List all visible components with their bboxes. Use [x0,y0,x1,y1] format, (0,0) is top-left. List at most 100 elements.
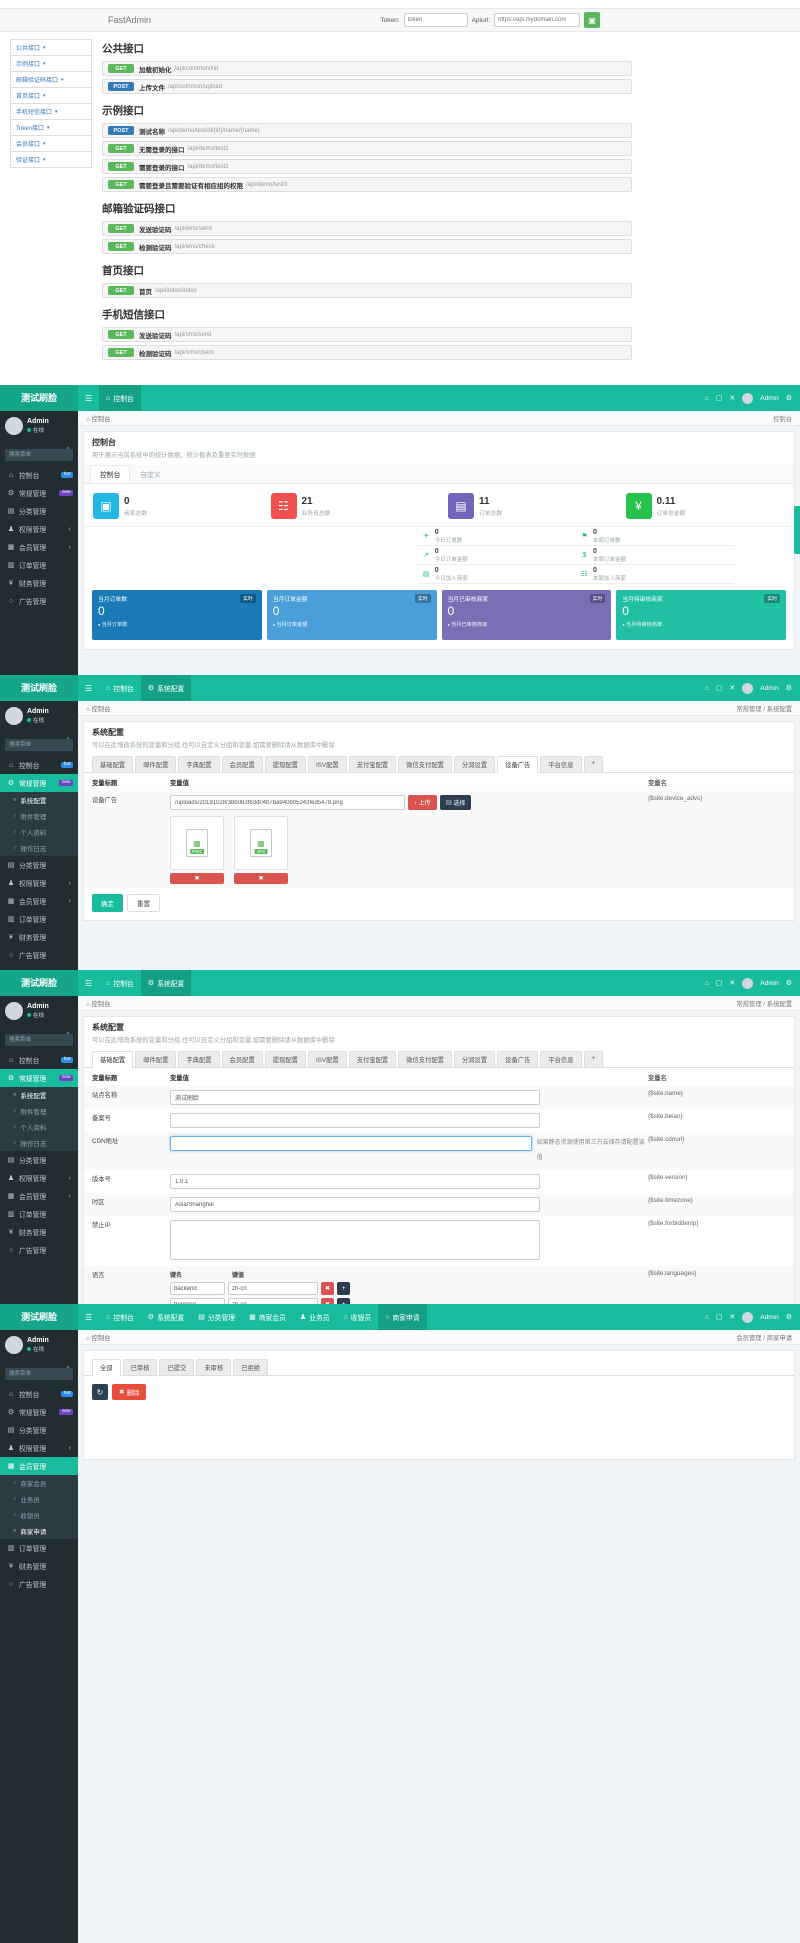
sidebar-item[interactable]: ○ 广告管理 [0,1241,78,1259]
user-avatar[interactable] [742,1311,754,1323]
config-tab[interactable]: 微信支付配置 [398,1051,452,1068]
api-menu-item[interactable]: 首页接口 ▾ [11,88,91,104]
user-menu[interactable]: Admin [760,684,779,692]
brand-logo[interactable]: 测试刷脸 [0,385,78,411]
brand-logo[interactable]: 测试刷脸 [0,970,78,996]
sidebar-item[interactable]: ▥ 订单管理 [0,556,78,574]
kv-value-input[interactable] [228,1298,318,1304]
sidebar-subitem[interactable]: ○ 操作日志 [0,1135,78,1151]
sidebar-subitem[interactable]: ○ 系统配置 [0,1087,78,1103]
sidebar-item[interactable]: ▥ 订单管理 [0,1205,78,1223]
filter-tab[interactable]: 全部 [92,1359,121,1376]
sidebar-item[interactable]: ♟ 权限管理 ‹ [0,520,78,538]
search-icon[interactable]: ⌕ [66,735,70,742]
topnav-tab[interactable]: ⌂ 控制台 [99,675,141,701]
config-tab[interactable]: 提现配置 [264,756,306,773]
sidebar-subitem[interactable]: ○ 收银员 [0,1507,78,1523]
api-menu-item[interactable]: 邮箱验证码接口 ▾ [11,72,91,88]
sidebar-subitem[interactable]: ○ 附件管理 [0,808,78,824]
add-row-button[interactable]: + [337,1282,350,1295]
menu-toggle-icon[interactable]: ☰ [85,683,93,693]
sidebar-item[interactable]: ▦ 会员管理 ‹ [0,892,78,910]
sidebar-item[interactable]: ⚙ 常规管理 new [0,1403,78,1421]
api-endpoint-row[interactable]: POST 上传文件 /api/common/upload [102,79,632,94]
choose-button[interactable]: ▤ 选择 [439,795,472,810]
config-tab[interactable]: 字典配置 [178,1051,220,1068]
config-tab[interactable]: + [583,1051,604,1068]
api-endpoint-row[interactable]: GET 检测验证码 /api/sms/check [102,345,632,360]
settings-icon[interactable]: ⚙ [785,1314,792,1321]
add-row-button[interactable]: + [337,1298,350,1304]
sidebar-item[interactable]: ¥ 财务管理 [0,928,78,946]
right-edge-widget[interactable] [794,506,800,554]
sidebar-user[interactable]: Admin 在线 [0,996,78,1026]
upload-button[interactable]: ↑ 上传 [408,795,437,810]
settings-icon[interactable]: ⚙ [785,980,792,987]
sidebar-item[interactable]: ○ 广告管理 [0,1575,78,1593]
kv-value-input[interactable] [228,1282,318,1295]
sidebar-item[interactable]: ○ 广告管理 [0,592,78,610]
device-ads-input[interactable] [170,795,405,810]
home-icon[interactable]: ⌂ [704,684,709,692]
api-endpoint-row[interactable]: GET 需要登录的接口 /api/demo/test2 [102,159,632,174]
version-input[interactable] [170,1174,540,1189]
fullscreen-icon[interactable]: ✕ [729,1314,736,1321]
topnav-tab[interactable]: ○ 收银员 [337,1304,379,1330]
delete-file-button[interactable]: ✖ [170,873,224,884]
brand-logo[interactable]: 测试刷脸 [0,1304,78,1330]
sidebar-item[interactable]: ⌂ 控制台 hot [0,756,78,774]
api-endpoint-row[interactable]: GET 加载初始化 /api/common/init [102,61,632,76]
delete-button[interactable]: ✖ 删除 [112,1384,147,1400]
api-endpoint-row[interactable]: GET 发送验证码 /api/ems/send [102,221,632,236]
timezone-input[interactable] [170,1197,540,1212]
sidebar-item[interactable]: ¥ 财务管理 [0,1557,78,1575]
kv-key-input[interactable] [170,1298,225,1304]
filter-tab[interactable]: 已拒绝 [233,1359,269,1376]
filter-tab[interactable]: 未审核 [196,1359,232,1376]
search-icon[interactable]: ⌕ [66,445,70,452]
sidebar-item[interactable]: ▤ 分类管理 [0,502,78,520]
topnav-tab[interactable]: ⌂ 控制台 [99,1304,141,1330]
settings-icon[interactable]: ⚙ [785,395,792,402]
beian-input[interactable] [170,1113,540,1128]
topnav-tab[interactable]: ⚙ 系统配置 [141,1304,191,1330]
forbiddenip-textarea[interactable] [170,1220,540,1260]
home-icon[interactable]: ⌂ [704,394,709,402]
sidebar-item[interactable]: ⚙ 常规管理 new [0,774,78,792]
brand-logo[interactable]: 测试刷脸 [0,675,78,701]
filter-tab[interactable]: 已提交 [159,1359,195,1376]
clear-cache-icon[interactable]: ▢ [715,395,723,402]
sidebar-subitem[interactable]: ○ 商家申请 [0,1523,78,1539]
sidebar-item[interactable]: ¥ 财务管理 [0,574,78,592]
remove-row-button[interactable]: ✖ [321,1298,334,1304]
search-input[interactable] [5,739,73,751]
cdnurl-input[interactable] [170,1136,532,1151]
config-tab[interactable]: 设备广告 [497,1051,539,1068]
dashboard-tab[interactable]: 自定义 [140,472,161,479]
user-menu[interactable]: Admin [760,394,779,402]
clear-cache-icon[interactable]: ▢ [715,1314,723,1321]
filter-tab[interactable]: 已审核 [122,1359,158,1376]
api-endpoint-row[interactable]: GET 发送验证码 /api/sms/send [102,327,632,342]
config-tab[interactable]: 邮件配置 [135,1051,177,1068]
api-menu-item[interactable]: 验证接口 ▾ [11,152,91,168]
menu-toggle-icon[interactable]: ☰ [85,978,93,988]
topnav-tab[interactable]: ⌂ 控制台 [99,970,141,996]
config-tab[interactable]: 会员配置 [221,1051,263,1068]
sidebar-subitem[interactable]: ○ 系统配置 [0,792,78,808]
sidebar-item[interactable]: ▤ 分类管理 [0,1421,78,1439]
config-tab[interactable]: 平台信息 [540,756,582,773]
topnav-tab[interactable]: ♟ 业务员 [293,1304,337,1330]
api-endpoint-row[interactable]: POST 测试名称 /api/demo/test/id/{id}/name/{n… [102,123,632,138]
sidebar-item[interactable]: ▦ 会员管理 ‹ [0,538,78,556]
config-tab[interactable]: 分润设置 [453,1051,496,1068]
config-tab[interactable]: 基础配置 [92,756,134,773]
api-menu-item[interactable]: 手机短信接口 ▾ [11,104,91,120]
config-tab[interactable]: 分润设置 [453,756,496,773]
sidebar-subitem[interactable]: ○ 附件管理 [0,1103,78,1119]
sidebar-subitem[interactable]: ○ 业务员 [0,1491,78,1507]
delete-file-button[interactable]: ✖ [234,873,288,884]
user-menu[interactable]: Admin [760,1313,779,1321]
api-menu-item[interactable]: 示例接口 ▾ [11,56,91,72]
fullscreen-icon[interactable]: ✕ [729,395,736,402]
